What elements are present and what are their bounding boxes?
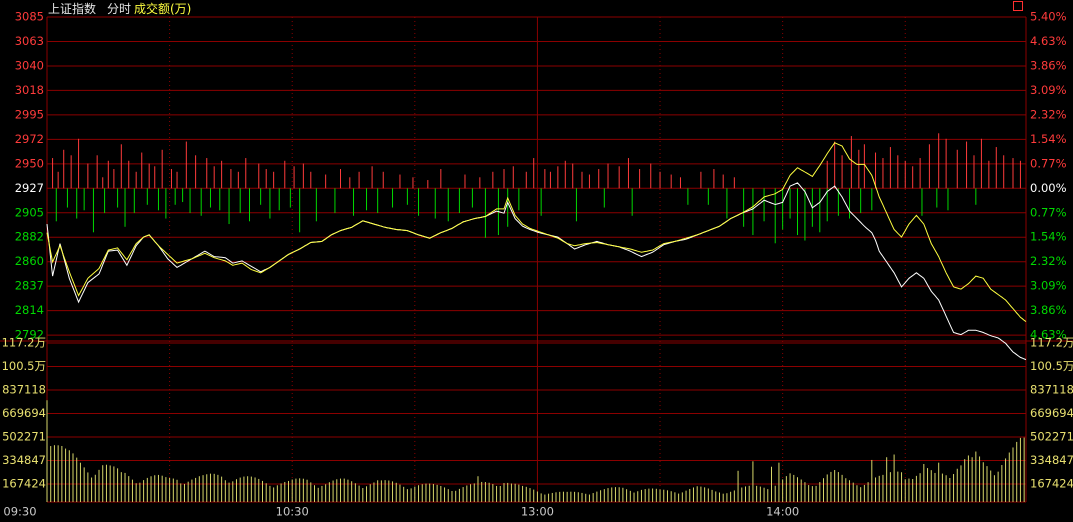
volume-tick-right: 167424 [1030, 477, 1073, 491]
price-tick-left: 2995 [15, 107, 44, 121]
percent-tick-right: 3.86% [1030, 58, 1067, 72]
price-tick-left: 2950 [15, 156, 44, 170]
time-tick: 10:30 [276, 505, 309, 519]
volume-tick-left: 669694 [2, 406, 46, 420]
grid-lines [0, 16, 1073, 503]
volume-tick-left: 167424 [2, 477, 46, 491]
percent-tick-right: 4.63% [1030, 328, 1067, 342]
price-tick-left: 3063 [15, 34, 44, 48]
price-line [46, 182, 1027, 361]
square-outline-icon[interactable] [1013, 1, 1023, 11]
price-tick-left: 2814 [15, 303, 44, 317]
price-tick-left: 3018 [15, 83, 44, 97]
price-tick-left: 2837 [15, 279, 44, 293]
percent-tick-right: 1.54% [1030, 230, 1067, 244]
time-tick: 13:00 [521, 505, 554, 519]
volume-tick-right: 669694 [1030, 406, 1073, 420]
percent-tick-right: 3.86% [1030, 303, 1067, 317]
volume-tick-left: 100.5万 [2, 359, 46, 373]
price-tick-left: 3085 [15, 10, 44, 24]
price-lines [46, 142, 1027, 361]
price-tick-left: 2927 [15, 181, 44, 195]
price-tick-left: 2905 [15, 205, 44, 219]
percent-tick-right: 2.32% [1030, 107, 1067, 121]
percent-tick-right: 1.54% [1030, 132, 1067, 146]
volume-tick-left: 837118 [2, 383, 46, 397]
volume-tick-right: 117.2万 [1030, 336, 1073, 350]
percent-tick-right: 0.77% [1030, 156, 1067, 170]
index-title: 上证指数 [48, 2, 97, 16]
bias-bars [52, 133, 1021, 244]
price-tick-left: 2860 [15, 254, 44, 268]
percent-tick-right: 3.09% [1030, 279, 1067, 293]
price-tick-left: 3040 [15, 58, 44, 72]
volume-tick-left: 334847 [2, 453, 46, 467]
volume-tick-right: 837118 [1030, 383, 1073, 397]
time-tick: 14:00 [766, 505, 799, 519]
price-tick-left: 2792 [15, 328, 44, 342]
volume-bars [46, 400, 1025, 502]
percent-tick-right: 0.00% [1030, 181, 1067, 195]
time-tick: 09:30 [3, 505, 36, 519]
percent-tick-right: 0.77% [1030, 205, 1067, 219]
price-tick-left: 2972 [15, 132, 44, 146]
volume-header-label: 成交额(万) [134, 2, 192, 16]
percent-tick-right: 3.09% [1030, 83, 1067, 97]
percent-tick-right: 2.32% [1030, 254, 1067, 268]
price-tick-left: 2882 [15, 230, 44, 244]
volume-tick-left: 502271 [2, 430, 46, 444]
mode-label: 分时 [107, 2, 132, 16]
percent-tick-right: 5.40% [1030, 10, 1067, 24]
volume-tick-right: 502271 [1030, 430, 1073, 444]
axis-labels: 3085 5.40% 3063 4.63% 3040 3.86% 3018 3.09% 2995… [2, 10, 1073, 519]
average-price-line [46, 142, 1027, 323]
percent-tick-right: 4.63% [1030, 34, 1067, 48]
volume-tick-right: 334847 [1030, 453, 1073, 467]
volume-tick-left: 117.2万 [2, 336, 46, 350]
volume-tick-right: 100.5万 [1030, 359, 1073, 373]
